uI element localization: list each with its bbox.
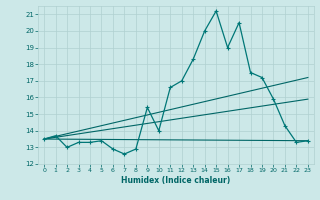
X-axis label: Humidex (Indice chaleur): Humidex (Indice chaleur) [121, 176, 231, 185]
